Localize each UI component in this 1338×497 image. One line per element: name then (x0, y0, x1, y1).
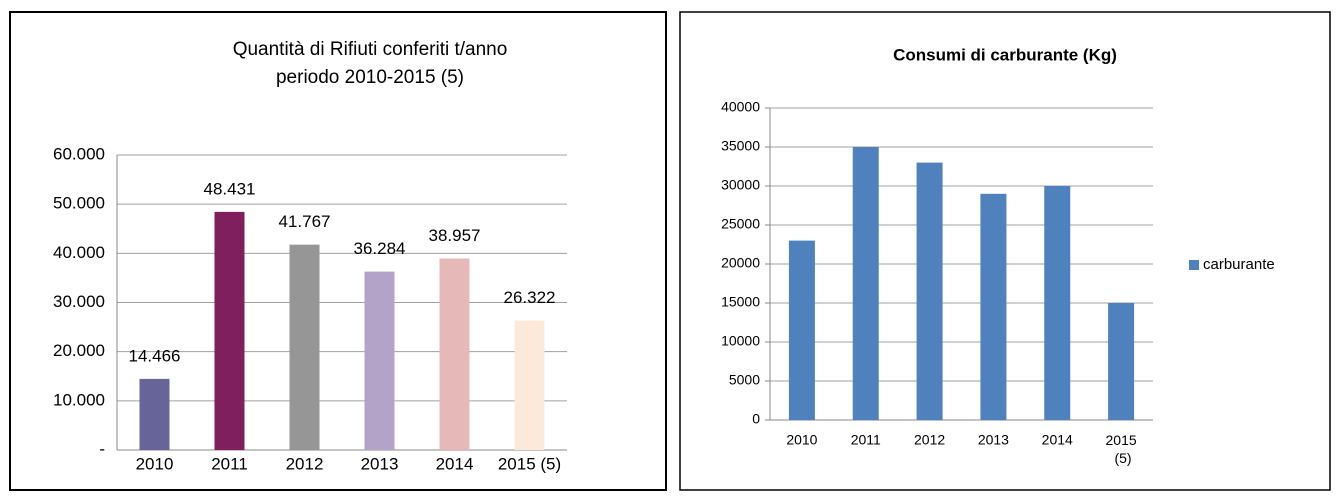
y-tick-label: 25000 (721, 216, 760, 232)
legend-label: carburante (1203, 256, 1275, 273)
y-tick-label: 30000 (721, 177, 760, 193)
bar (852, 147, 879, 420)
x-tick-label: 2013 (978, 432, 1009, 448)
data-label: 26.322 (504, 288, 556, 307)
x-tick-label: 2010 (786, 432, 817, 448)
y-tick-label: 35000 (721, 138, 760, 154)
y-tick-label: 10000 (721, 333, 760, 349)
y-tick-label: 0 (752, 411, 760, 427)
y-tick-label: 5000 (729, 372, 760, 388)
bar (916, 162, 943, 420)
x-tick-label: 2012 (286, 454, 324, 473)
y-tick-label: 60.000 (53, 144, 105, 163)
bar (139, 378, 170, 450)
x-tick-label: 2012 (914, 432, 945, 448)
y-tick-label: 40.000 (53, 243, 105, 262)
chart-title: Consumi di carburante (Kg) (893, 45, 1117, 64)
x-tick-label: 2015 (5) (498, 454, 561, 473)
chart-title: periodo 2010-2015 (5) (276, 67, 464, 88)
x-tick-label: 2010 (136, 454, 174, 473)
x-tick-label: 2013 (361, 454, 399, 473)
data-label: 14.466 (129, 346, 181, 365)
data-label: 48.431 (204, 179, 256, 198)
data-label: 41.767 (279, 212, 331, 231)
bar (1044, 186, 1071, 420)
bar (1108, 303, 1135, 420)
bar (439, 258, 470, 450)
x-tick-label: 2015 (5) (1106, 432, 1137, 466)
chart-title: Quantità di Rifiuti conferiti t/anno (233, 39, 508, 60)
bar (980, 193, 1007, 420)
data-label: 36.284 (354, 239, 406, 258)
y-tick-label: 30.000 (53, 292, 105, 311)
legend-swatch (1189, 260, 1199, 270)
x-tick-label: 2011 (211, 454, 248, 473)
bar (788, 240, 815, 420)
y-tick-label: 15000 (721, 294, 760, 310)
y-tick-label: 20.000 (53, 341, 105, 360)
y-tick-label: 50.000 (53, 194, 105, 213)
y-tick-label: 10.000 (53, 390, 105, 409)
bar (214, 211, 245, 450)
x-tick-label: 2011 (851, 432, 881, 448)
bar (289, 244, 320, 450)
data-label: 38.957 (429, 226, 481, 245)
bar (364, 271, 395, 450)
y-tick-label: 20000 (721, 255, 760, 271)
y-tick-label: - (99, 439, 105, 458)
chart-frame (9, 11, 667, 491)
x-tick-label: 2014 (1042, 432, 1073, 448)
bar (514, 320, 545, 450)
x-tick-label: 2014 (436, 454, 474, 473)
y-tick-label: 40000 (721, 99, 760, 115)
